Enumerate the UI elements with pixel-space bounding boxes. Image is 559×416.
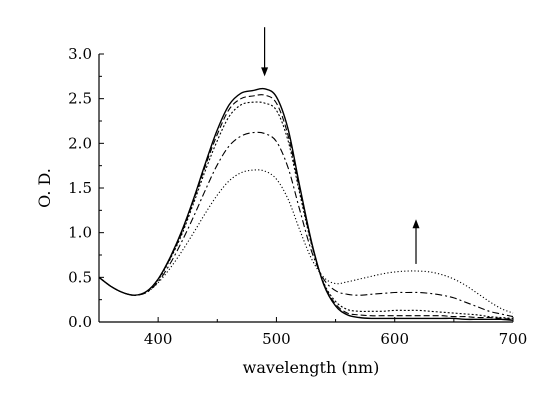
series-line-1	[98, 87, 514, 321]
plot-area	[98, 54, 513, 323]
y-tick-label: 0.0	[68, 313, 92, 331]
y-tick-label: 1.5	[68, 179, 92, 197]
x-tick-label: 600	[380, 330, 409, 348]
arrow-head	[412, 219, 420, 229]
y-tick-label: 0.5	[68, 268, 92, 286]
up-arrow-annotation	[412, 219, 420, 264]
y-tick-label: 1.0	[68, 224, 92, 242]
down-arrow-annotation	[261, 27, 269, 77]
x-axis-label: wavelength (nm)	[243, 358, 380, 377]
x-tick-label: 700	[499, 330, 528, 348]
x-tick-label: 400	[144, 330, 173, 348]
series-line-4	[98, 131, 514, 318]
y-tick-label: 2.0	[68, 134, 92, 152]
series-line-2	[98, 94, 514, 320]
y-tick-label: 3.0	[68, 45, 92, 63]
series-line-5	[98, 169, 514, 314]
x-tick-label: 500	[262, 330, 291, 348]
series-line-3	[98, 101, 514, 319]
arrow-head	[261, 67, 269, 77]
axis-ticks: 400 500 600 700 0.0 0.5 1.0 1.5 2.0 2.5 3.0	[68, 45, 527, 348]
annotations	[261, 27, 420, 264]
series-layer	[98, 87, 514, 321]
y-tick-label: 2.5	[68, 90, 92, 108]
y-axis-label: O. D.	[35, 168, 54, 208]
